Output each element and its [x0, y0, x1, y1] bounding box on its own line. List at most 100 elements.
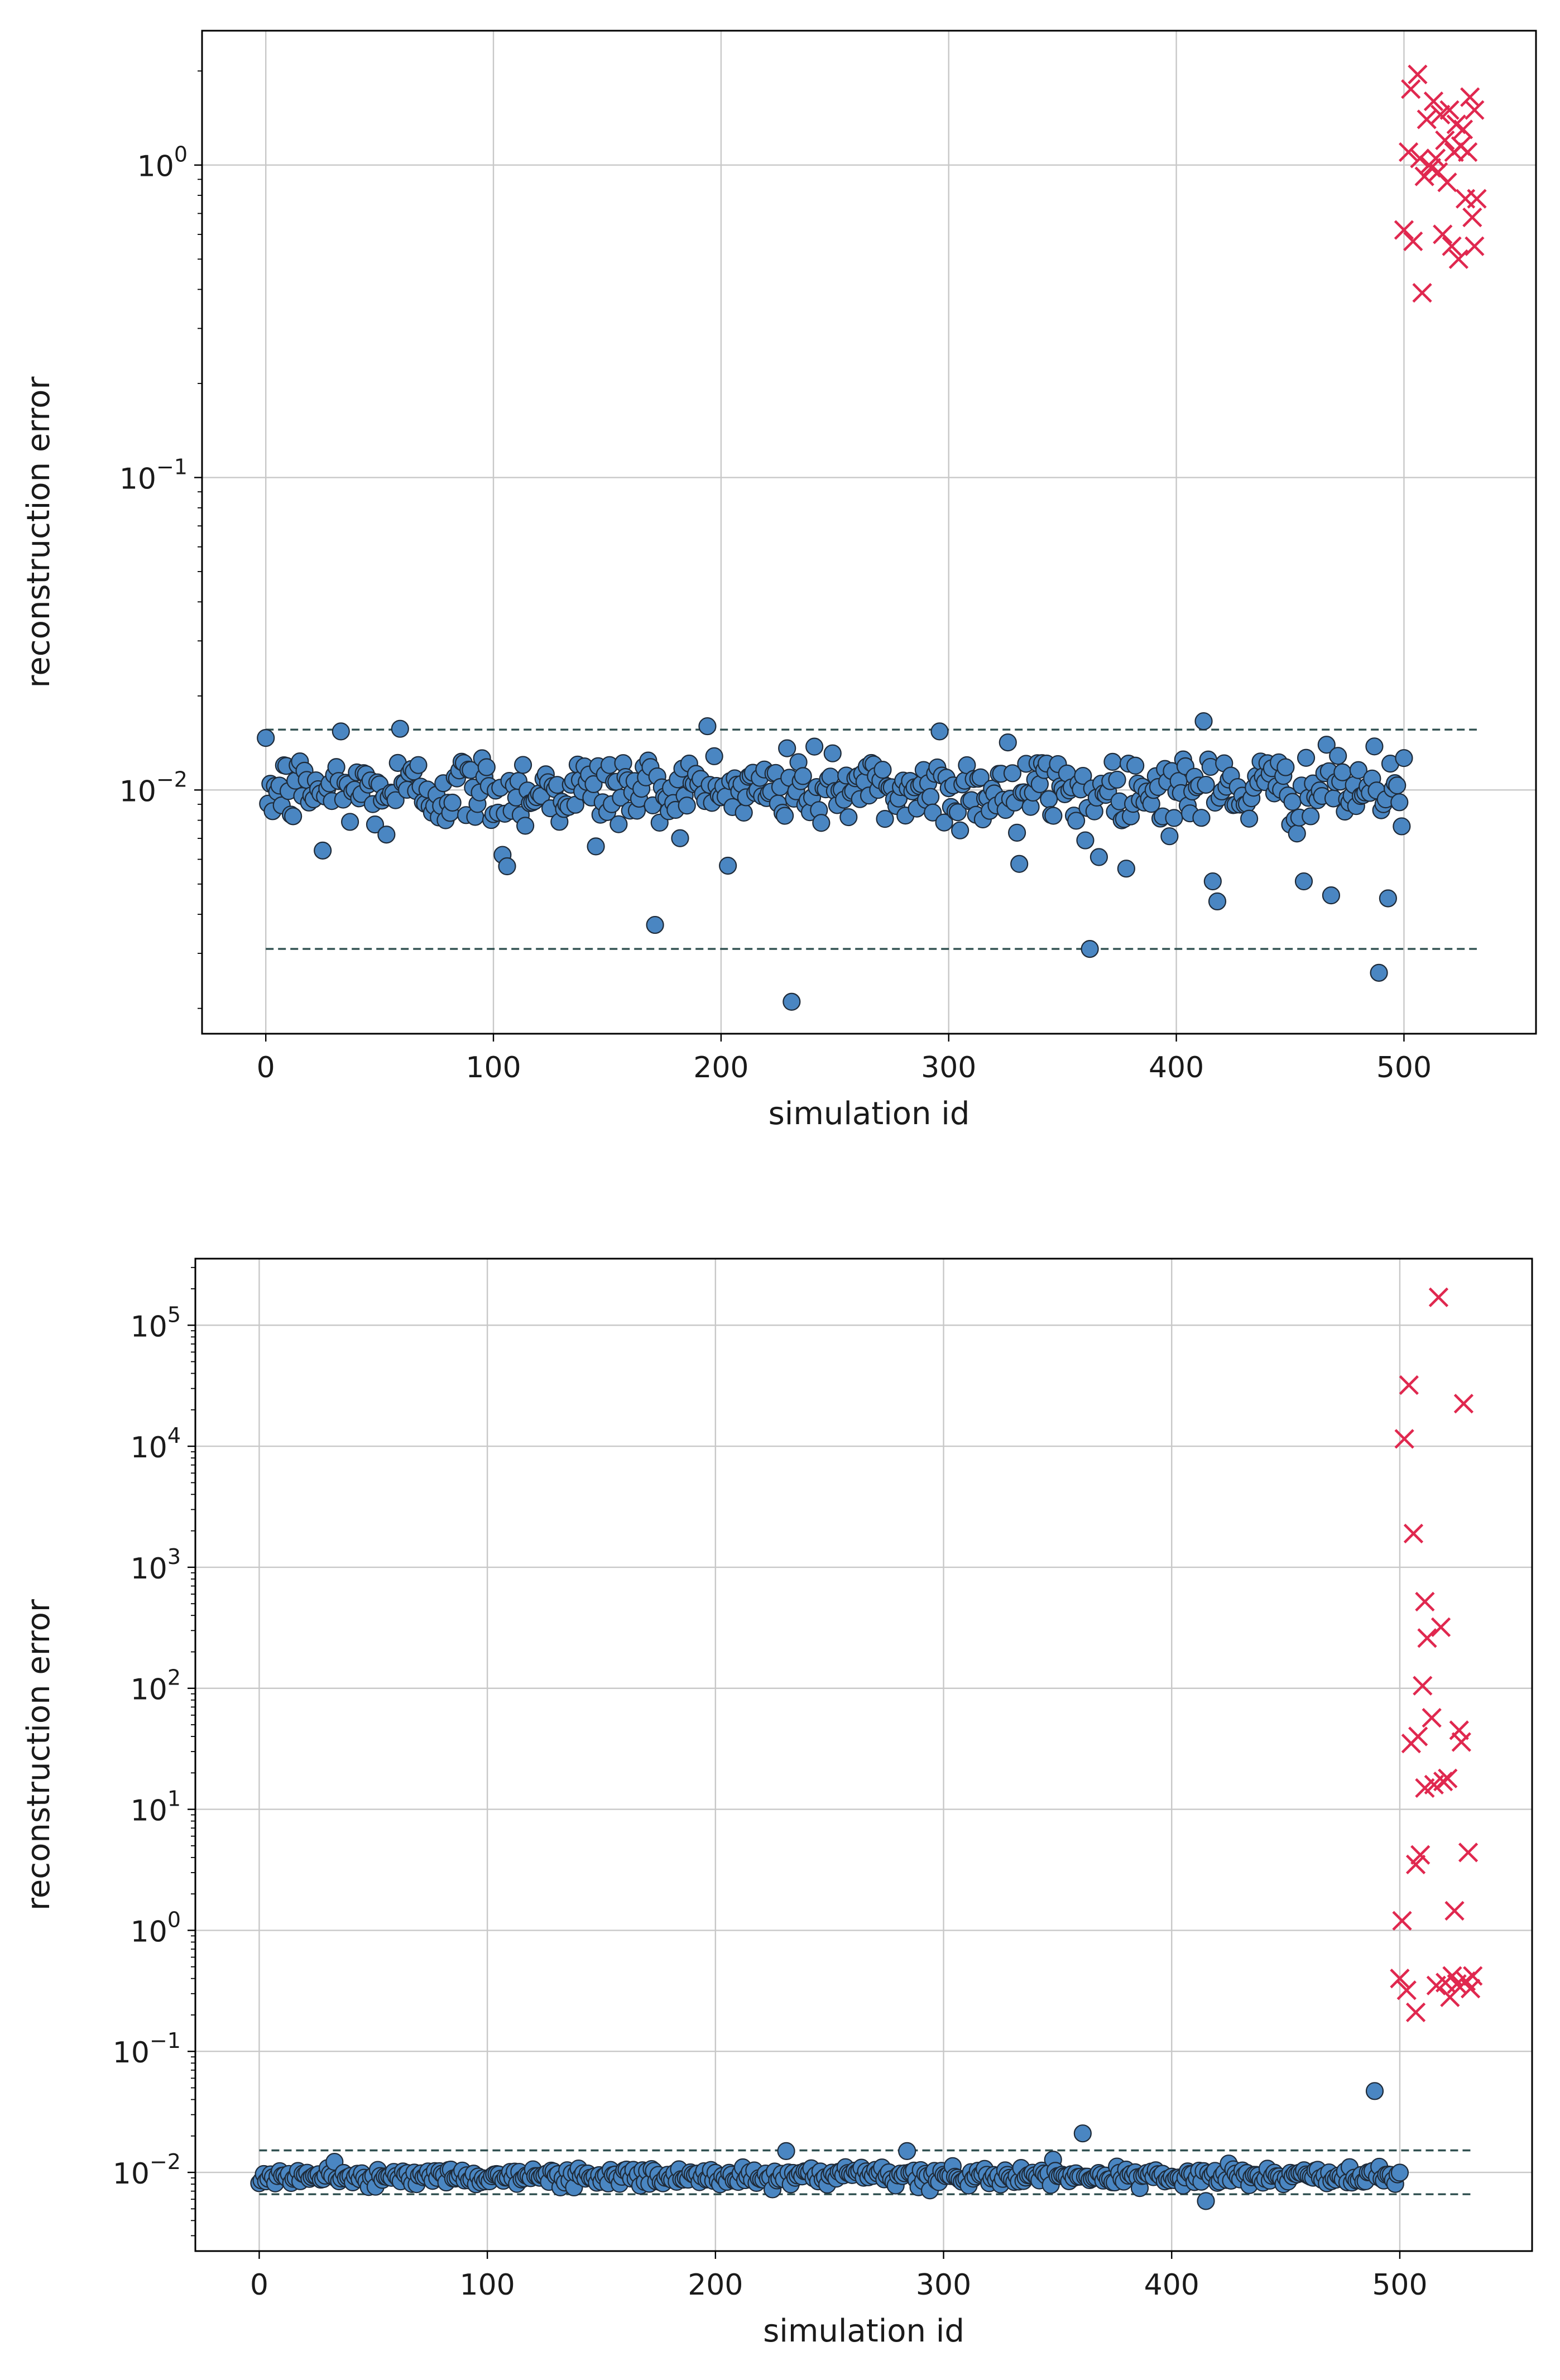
- normal-point: [1073, 2124, 1092, 2143]
- normal-point: [1003, 764, 1022, 783]
- anomaly-stroke: [1433, 224, 1453, 244]
- anomaly-point: [1408, 64, 1428, 84]
- anomaly-stroke: [1398, 142, 1419, 162]
- x-tick-label: 300: [921, 1051, 976, 1085]
- anomaly-stroke: [1401, 79, 1421, 99]
- anomaly-stroke: [1453, 119, 1473, 140]
- normal-point: [516, 817, 535, 835]
- normal-point: [876, 810, 894, 828]
- anomaly-point: [1403, 231, 1423, 252]
- anomaly-point: [1458, 142, 1478, 162]
- normal-point: [409, 756, 428, 774]
- anomaly-stroke: [1458, 142, 1478, 162]
- anomaly-point: [1467, 189, 1487, 209]
- normal-point: [257, 729, 275, 747]
- normal-point: [332, 722, 350, 741]
- anomaly-stroke: [1442, 1966, 1462, 1986]
- normal-point: [1117, 860, 1135, 878]
- normal-point: [778, 739, 796, 757]
- normal-point: [1240, 809, 1259, 828]
- anomaly-point: [1417, 1628, 1437, 1648]
- normal-point: [1108, 770, 1126, 789]
- normal-point: [873, 761, 892, 779]
- normal-point: [646, 915, 664, 934]
- normal-point: [1194, 712, 1213, 731]
- normal-point: [1329, 747, 1347, 765]
- anomaly-stroke: [1417, 109, 1437, 129]
- normal-point: [1081, 939, 1099, 958]
- y-tick-label: 100: [137, 142, 188, 184]
- anomaly-point: [1398, 142, 1419, 162]
- normal-point: [951, 821, 969, 839]
- anomaly-point: [1462, 207, 1482, 228]
- anomaly-stroke: [1439, 100, 1460, 120]
- normal-point: [839, 808, 858, 827]
- anomaly-stroke: [1435, 130, 1455, 151]
- x-tick-label: 500: [1376, 1051, 1432, 1085]
- normal-point: [794, 767, 812, 785]
- normal-point: [1294, 872, 1313, 891]
- normal-point: [775, 807, 794, 825]
- x-tick-label: 400: [1149, 1051, 1204, 1085]
- anomaly-point: [1405, 1854, 1426, 1875]
- anomaly-point: [1431, 1617, 1451, 1637]
- normal-point: [1388, 776, 1407, 795]
- anomaly-stroke: [1417, 1628, 1437, 1648]
- normal-point: [1288, 824, 1306, 843]
- normal-point: [705, 747, 723, 765]
- anomaly-stroke: [1437, 172, 1457, 193]
- anomaly-point: [1399, 1375, 1419, 1395]
- anomaly-point: [1401, 79, 1421, 99]
- anomaly-stroke: [1431, 1617, 1451, 1637]
- anomaly-stroke: [1394, 220, 1414, 240]
- normal-point: [1208, 892, 1227, 911]
- y-tick-label: 10−2: [113, 2149, 181, 2191]
- x-tick-label: 200: [688, 2268, 743, 2302]
- anomaly-point: [1437, 172, 1457, 193]
- normal-point: [584, 775, 603, 794]
- normal-point: [1297, 748, 1316, 767]
- normal-point: [1317, 736, 1336, 754]
- anomaly-stroke: [1390, 1969, 1410, 1989]
- plot-frame: [194, 1258, 1533, 2252]
- anomaly-stroke: [1442, 236, 1462, 256]
- anomaly-point: [1444, 1901, 1465, 1921]
- anomaly-stroke: [1412, 283, 1432, 303]
- normal-point: [1008, 823, 1026, 842]
- normal-point: [823, 744, 842, 762]
- anomaly-point: [1449, 1720, 1469, 1740]
- x-tick-label: 0: [250, 2268, 268, 2302]
- normal-point: [513, 756, 532, 774]
- normal-point: [1089, 848, 1108, 866]
- anomaly-stroke: [1410, 148, 1430, 169]
- x-tick-label: 0: [257, 1051, 275, 1085]
- normal-point: [898, 2142, 916, 2160]
- anomaly-point: [1390, 1969, 1410, 1989]
- normal-point: [719, 856, 737, 875]
- anomaly-point: [1408, 1726, 1428, 1746]
- anomaly-stroke: [1405, 1854, 1426, 1875]
- anomaly-point: [1394, 1429, 1414, 1449]
- normal-point: [1283, 793, 1302, 811]
- anomaly-point: [1392, 1911, 1412, 1931]
- anomaly-stroke: [1394, 1429, 1414, 1449]
- y-tick-label: 100: [131, 1907, 181, 1949]
- y-tick-label: 10−1: [113, 2028, 181, 2070]
- normal-point: [377, 826, 396, 844]
- plot-frame: [201, 30, 1537, 1035]
- x-tick-label: 200: [693, 1051, 748, 1085]
- x-axis-title: simulation id: [769, 1096, 970, 1132]
- anomaly-point: [1412, 283, 1432, 303]
- bottom-chart: 0 100 200 300 400 500 10−2 10−1 100 101 102 103 104 1…: [21, 1258, 1533, 2349]
- y-tick-label: 10−1: [119, 455, 188, 496]
- normal-point: [609, 815, 628, 833]
- anomaly-stroke: [1458, 1842, 1479, 1863]
- normal-point: [1197, 775, 1215, 794]
- anomaly-point: [1433, 224, 1453, 244]
- anomaly-point: [1415, 1591, 1435, 1612]
- anomaly-point: [1465, 236, 1485, 256]
- anomaly-point: [1465, 100, 1485, 120]
- anomaly-point: [1403, 1523, 1424, 1544]
- normal-point: [1393, 817, 1411, 836]
